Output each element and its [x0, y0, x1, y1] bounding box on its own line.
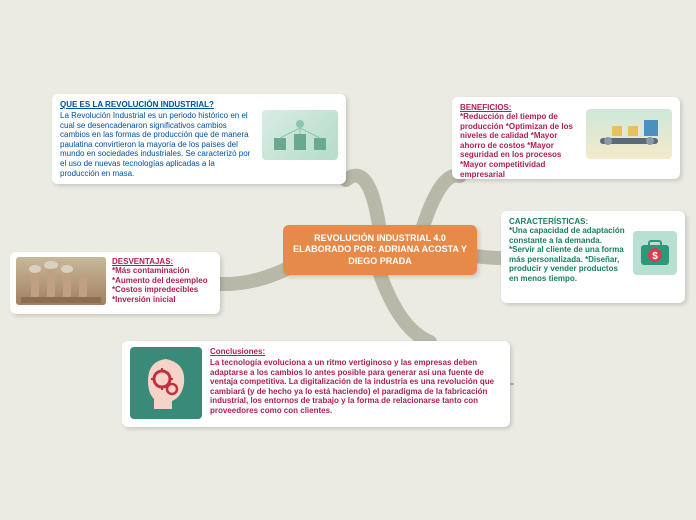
center-node: REVOLUCIÓN INDUSTRIAL 4.0 ELABORADO POR:…: [283, 225, 477, 275]
node-beneficios: BENEFICIOS: *Reducción del tiempo de pro…: [452, 97, 680, 179]
node-conclusiones: Conclusiones: La tecnología evoluciona a…: [122, 341, 510, 427]
header-conclusiones: Conclusiones:: [210, 347, 502, 356]
header-beneficios: BENEFICIOS:: [460, 103, 580, 112]
body-caracteristicas: *Una capacidad de adaptación constante a…: [509, 226, 627, 284]
node-text: CARACTERÍSTICAS: *Una capacidad de adapt…: [509, 217, 627, 297]
center-title: REVOLUCIÓN INDUSTRIAL 4.0 ELABORADO POR:…: [291, 233, 469, 267]
smokestacks-icon: [16, 257, 106, 305]
body-beneficios: *Reducción del tiempo de producción *Opt…: [460, 112, 580, 179]
header-desventajas: DESVENTAJAS:: [112, 257, 214, 266]
body-que-es: La Revolución Industrial es un periodo h…: [60, 111, 256, 178]
body-desventajas: *Más contaminación *Aumento del desemple…: [112, 266, 214, 304]
head-gears-icon: [130, 347, 202, 419]
node-caracteristicas: CARACTERÍSTICAS: *Una capacidad de adapt…: [501, 211, 685, 303]
svg-text:$: $: [652, 251, 658, 262]
node-text: QUE ES LA REVOLUCIÓN INDUSTRIAL? La Revo…: [60, 100, 256, 178]
factory-network-icon: [262, 110, 338, 160]
header-caracteristicas: CARACTERÍSTICAS:: [509, 217, 627, 226]
node-text: DESVENTAJAS: *Más contaminación *Aumento…: [112, 257, 214, 309]
node-text: Conclusiones: La tecnología evoluciona a…: [210, 347, 502, 421]
node-desventajas: DESVENTAJAS: *Más contaminación *Aumento…: [10, 252, 220, 314]
node-que-es: QUE ES LA REVOLUCIÓN INDUSTRIAL? La Revo…: [52, 94, 346, 184]
briefcase-money-icon: $: [633, 231, 677, 275]
conveyor-icon: [586, 109, 672, 159]
node-text: BENEFICIOS: *Reducción del tiempo de pro…: [460, 103, 580, 173]
body-conclusiones: La tecnología evoluciona a un ritmo vert…: [210, 358, 502, 416]
header-que-es: QUE ES LA REVOLUCIÓN INDUSTRIAL?: [60, 100, 256, 109]
